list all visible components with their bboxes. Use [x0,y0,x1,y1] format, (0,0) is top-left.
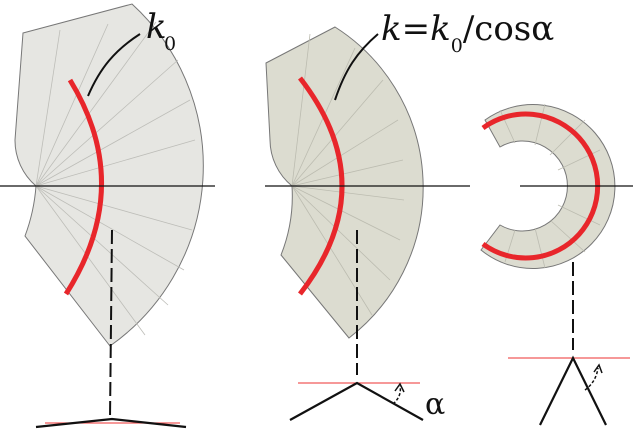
middle-cone-profile [289,381,424,421]
label-k: k [146,7,167,47]
left-flattened-sector [14,3,204,347]
right-alpha-arrowhead [593,363,603,374]
panel-middle: k=k0/cosα α [265,9,554,422]
panel-left: k 0 [0,3,215,429]
label-k-subscript: 0 [164,33,176,55]
left-leader-line [87,33,141,97]
middle-sector-rulings [291,33,405,316]
middle-flattened-sector [265,26,424,339]
middle-alpha-arrow [392,385,402,405]
left-dashed-axis [109,229,113,419]
panel-right [480,103,633,426]
label-alpha: α [425,387,445,422]
middle-formula-label: k=k0/cosα [381,9,554,57]
right-alpha-arrow [584,367,599,391]
left-flat-cone-profile [35,417,187,429]
right-flattened-ring [480,104,616,269]
right-ring-rulings [499,103,605,269]
middle-alpha-arrowhead [394,382,405,393]
middle-leader-line [334,33,379,101]
right-steep-cone-profile [539,355,607,426]
